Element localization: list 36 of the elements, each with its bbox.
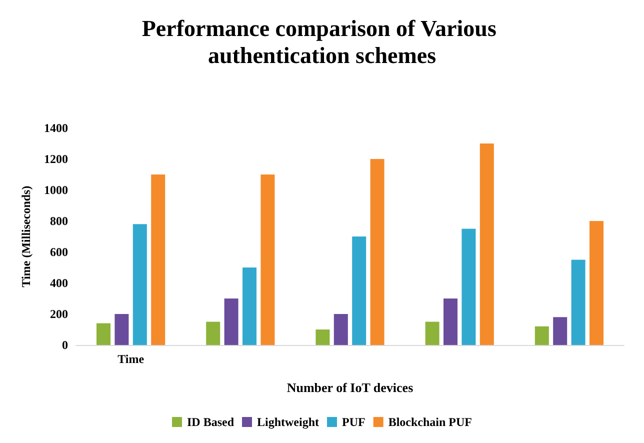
bar (96, 323, 110, 345)
x-axis-title: Number of IoT devices (286, 380, 414, 395)
y-tick-label: 1000 (44, 183, 68, 197)
bar (590, 221, 604, 345)
y-tick-label: 200 (50, 307, 68, 321)
bar (114, 314, 129, 345)
bar (480, 144, 494, 345)
bar (425, 322, 440, 345)
bar (224, 298, 238, 345)
bar (553, 317, 568, 345)
bar (316, 330, 330, 345)
bar (370, 159, 384, 345)
bar (132, 224, 147, 345)
bar (151, 174, 166, 345)
bar (206, 322, 220, 345)
legend-label: PUF (342, 415, 366, 429)
y-tick-label: 1400 (44, 121, 68, 135)
x-tick-label: Time (118, 352, 145, 366)
bar (571, 260, 586, 345)
y-tick-label: 0 (62, 338, 68, 352)
y-tick-label: 1200 (44, 152, 68, 166)
y-tick-label: 800 (50, 214, 68, 228)
chart-title: Performance comparison of Various authentication schemes (142, 16, 502, 68)
legend-label: ID Based (186, 415, 234, 429)
bar (352, 236, 366, 345)
bar (462, 228, 476, 345)
bar (534, 326, 549, 345)
y-tick-label: 400 (50, 276, 68, 290)
bar (242, 268, 256, 345)
legend-label: Blockchain PUF (388, 415, 472, 429)
y-tick-label: 600 (50, 245, 68, 259)
bar (260, 174, 275, 345)
y-axis-title: Time (Milliseconds) (19, 186, 33, 288)
legend-label: Lightweight (257, 415, 320, 429)
bar (334, 314, 348, 345)
bar (444, 298, 458, 345)
